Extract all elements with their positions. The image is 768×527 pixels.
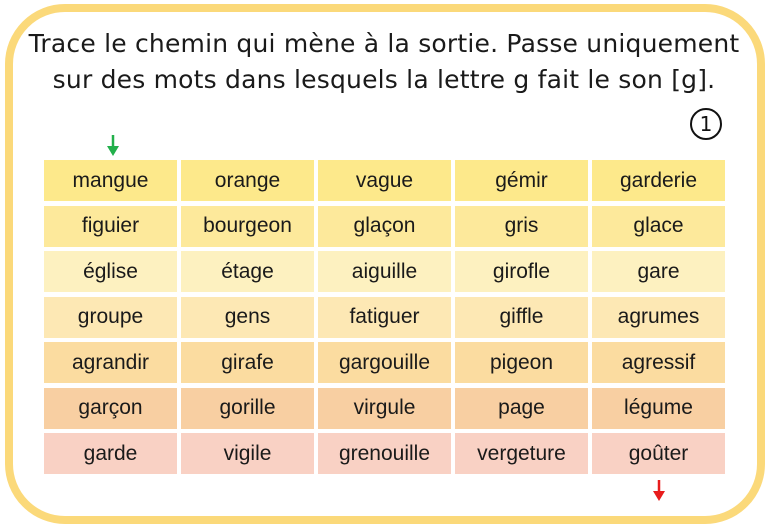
word-cell[interactable]: aiguille xyxy=(318,251,451,292)
word-cell[interactable]: agrandir xyxy=(44,342,177,383)
word-cell[interactable]: glace xyxy=(592,205,725,247)
word-cell[interactable]: fatiguer xyxy=(318,296,451,338)
exit-arrow-icon xyxy=(652,480,666,502)
word-cell[interactable]: vergeture xyxy=(455,433,588,474)
exercise-number-badge: 1 xyxy=(690,108,722,140)
word-cell[interactable]: agrumes xyxy=(592,296,725,338)
word-cell[interactable]: gorille xyxy=(181,387,314,429)
start-arrow-icon xyxy=(106,135,120,157)
word-cell[interactable]: girafe xyxy=(181,342,314,383)
word-cell[interactable]: vigile xyxy=(181,433,314,474)
word-cell[interactable]: girofle xyxy=(455,251,588,292)
word-cell[interactable]: étage xyxy=(181,251,314,292)
word-cell[interactable]: mangue xyxy=(44,160,177,201)
word-cell[interactable]: grenouille xyxy=(318,433,451,474)
word-cell[interactable]: garçon xyxy=(44,387,177,429)
word-cell[interactable]: gens xyxy=(181,296,314,338)
instruction-line-2: sur des mots dans lesquels la lettre g f… xyxy=(52,65,716,94)
word-cell[interactable]: gare xyxy=(592,251,725,292)
word-cell[interactable]: église xyxy=(44,251,177,292)
instruction-line-1: Trace le chemin qui mène à la sortie. Pa… xyxy=(28,29,740,58)
word-cell[interactable]: bourgeon xyxy=(181,205,314,247)
word-cell[interactable]: vague xyxy=(318,160,451,201)
word-cell[interactable]: giffle xyxy=(455,296,588,338)
word-cell[interactable]: goûter xyxy=(592,433,725,474)
word-cell[interactable]: virgule xyxy=(318,387,451,429)
word-cell[interactable]: légume xyxy=(592,387,725,429)
word-cell[interactable]: orange xyxy=(181,160,314,201)
instruction-text: Trace le chemin qui mène à la sortie. Pa… xyxy=(0,26,768,98)
word-cell[interactable]: gémir xyxy=(455,160,588,201)
word-cell[interactable]: glaçon xyxy=(318,205,451,247)
word-cell[interactable]: groupe xyxy=(44,296,177,338)
word-cell[interactable]: page xyxy=(455,387,588,429)
word-cell[interactable]: gargouille xyxy=(318,342,451,383)
word-maze-grid: mangue orange vague gémir garderie figuier bou… xyxy=(44,160,725,474)
word-cell[interactable]: gris xyxy=(455,205,588,247)
word-cell[interactable]: figuier xyxy=(44,205,177,247)
word-cell[interactable]: pigeon xyxy=(455,342,588,383)
word-cell[interactable]: garderie xyxy=(592,160,725,201)
word-cell[interactable]: agressif xyxy=(592,342,725,383)
word-cell[interactable]: garde xyxy=(44,433,177,474)
